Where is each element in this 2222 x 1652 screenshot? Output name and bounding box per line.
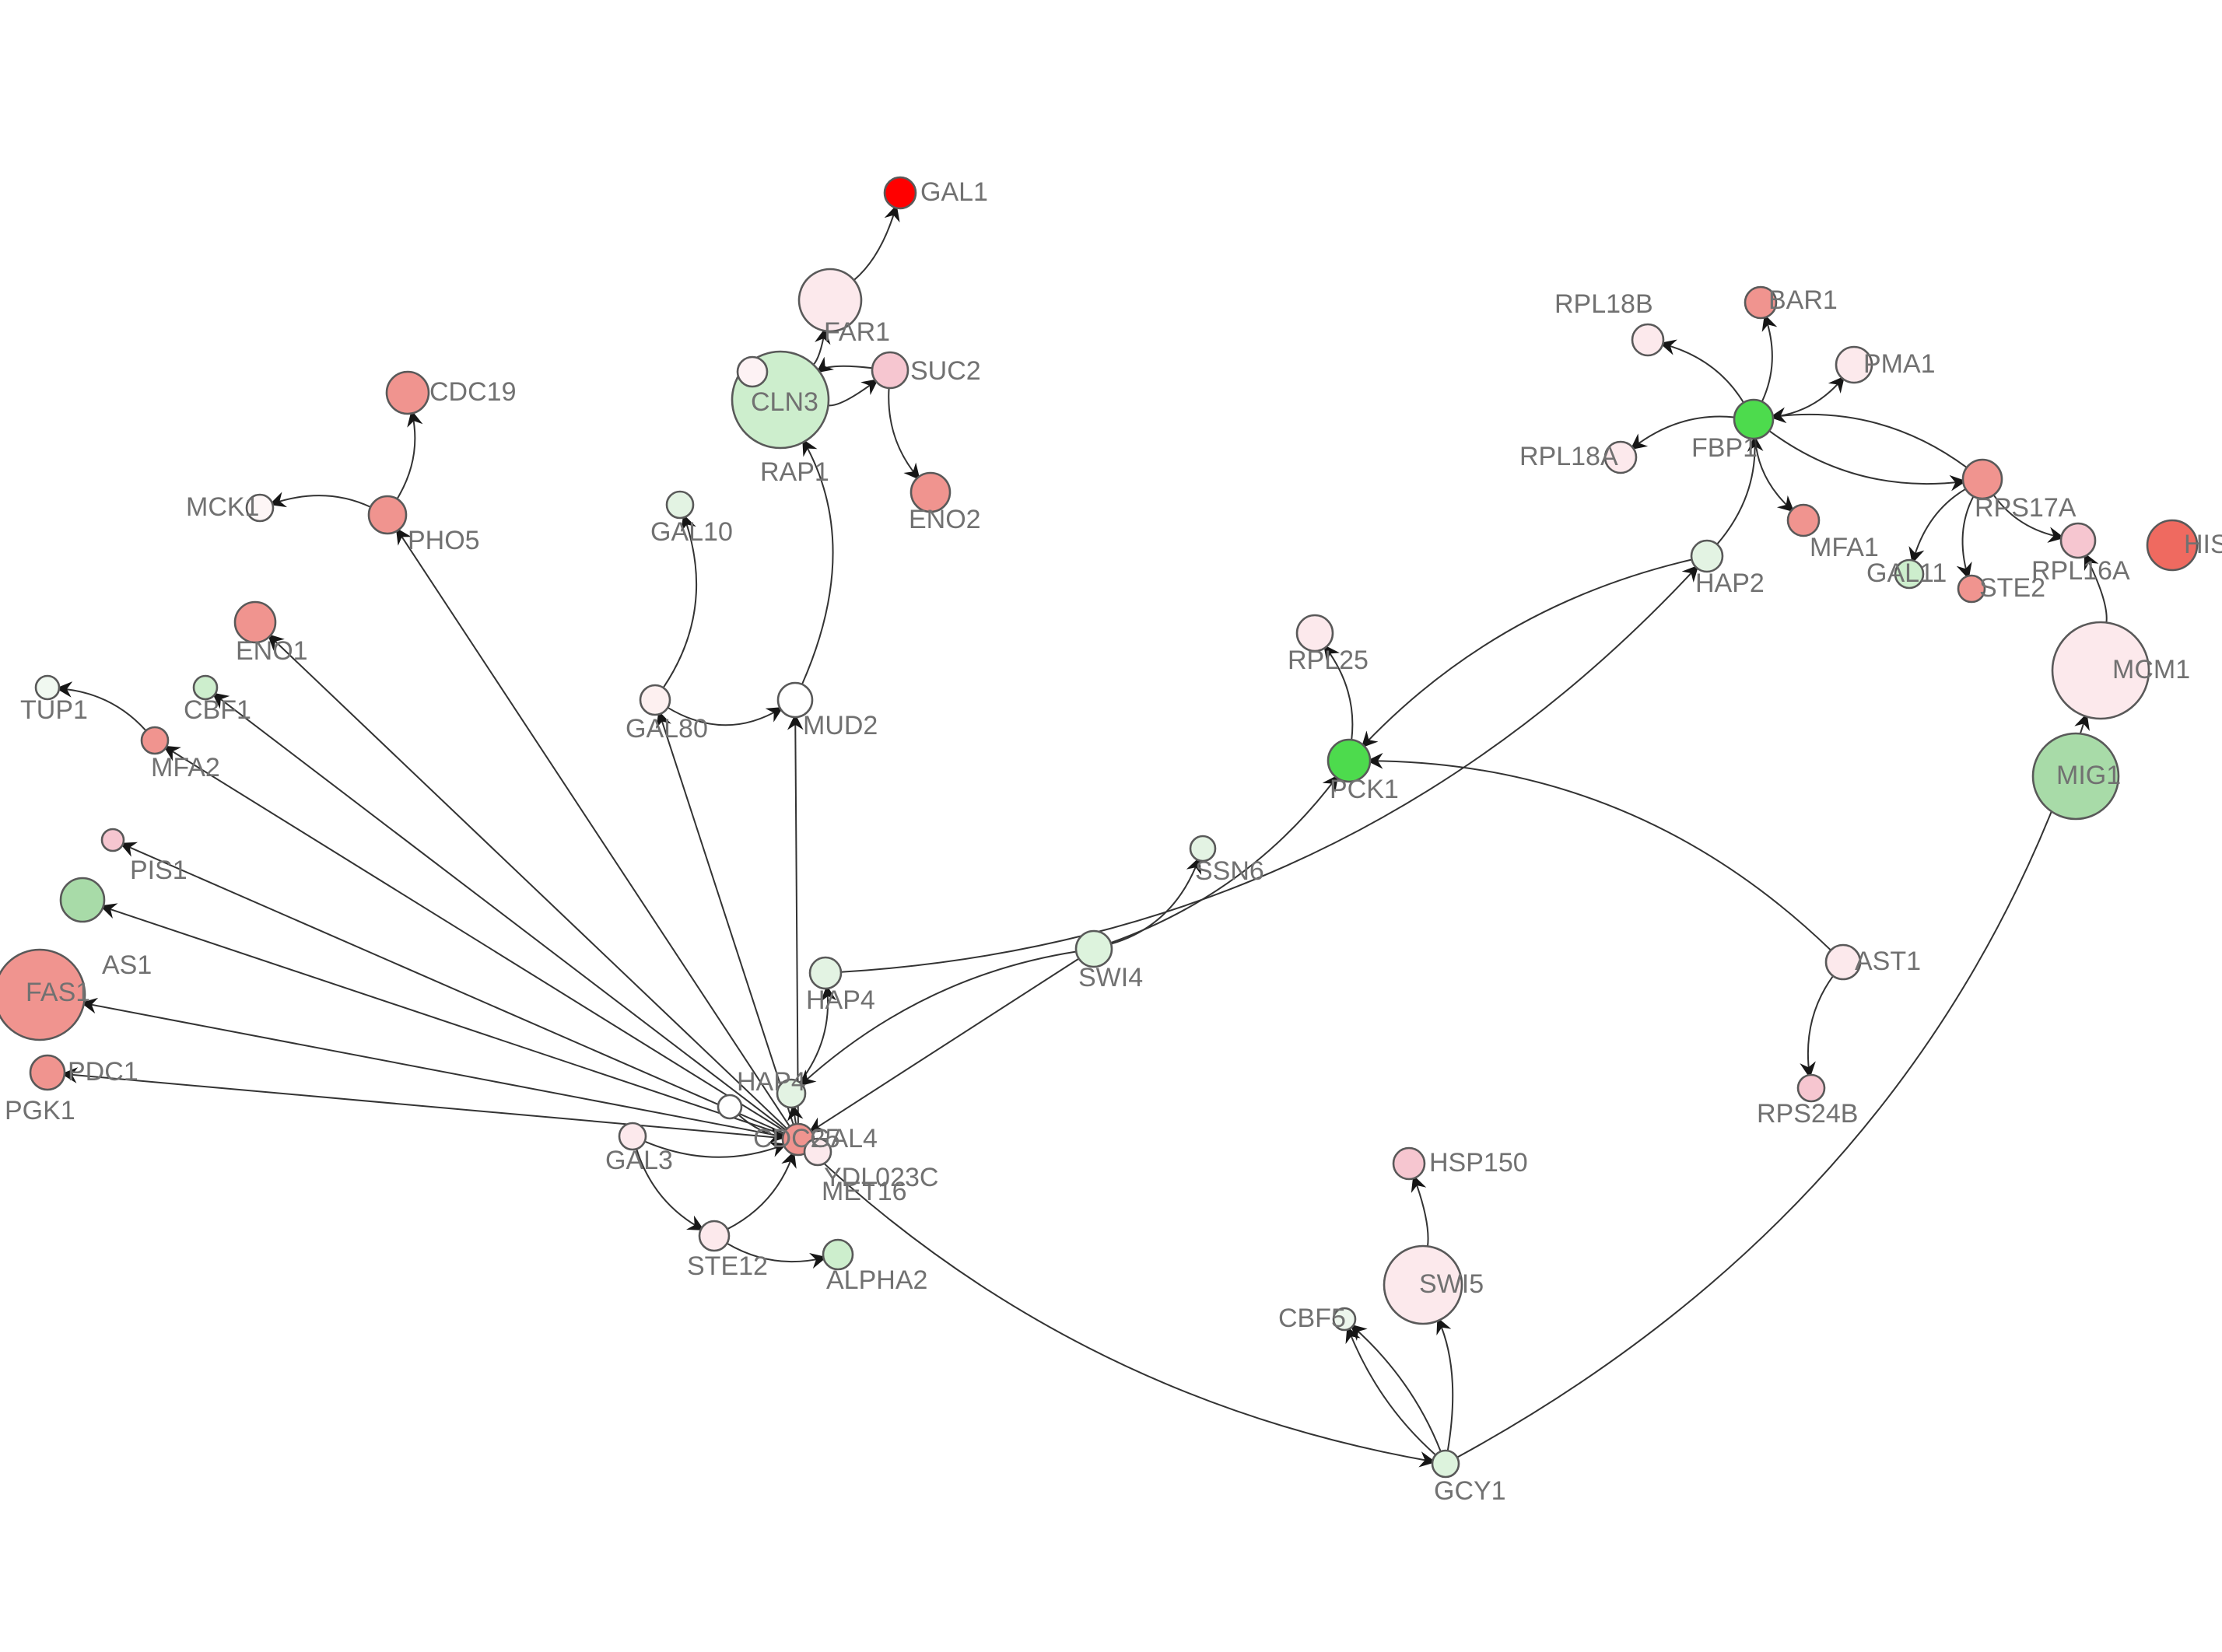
svg-text:ALPHA2: ALPHA2 xyxy=(826,1265,927,1295)
svg-text:STE12: STE12 xyxy=(687,1251,768,1281)
svg-text:RAP1: RAP1 xyxy=(760,457,829,487)
svg-text:SWI4: SWI4 xyxy=(1078,963,1143,992)
svg-text:MUD2: MUD2 xyxy=(803,711,878,740)
svg-text:ENO2: ENO2 xyxy=(909,505,981,534)
svg-text:CBF1: CBF1 xyxy=(184,695,251,725)
svg-text:GAL10: GAL10 xyxy=(650,517,733,547)
svg-text:PHO5: PHO5 xyxy=(408,526,480,555)
svg-text:HAP4: HAP4 xyxy=(806,985,875,1015)
svg-text:MET16: MET16 xyxy=(822,1177,907,1206)
svg-text:HIS4: HIS4 xyxy=(2184,530,2222,559)
svg-text:ENO1: ENO1 xyxy=(236,636,308,666)
svg-text:RPS24B: RPS24B xyxy=(1757,1099,1858,1129)
svg-text:FBP1: FBP1 xyxy=(1691,433,1758,463)
svg-text:HAP2: HAP2 xyxy=(1695,569,1765,598)
svg-text:CDC25: CDC25 xyxy=(753,1124,839,1153)
svg-text:MCK1: MCK1 xyxy=(186,492,259,522)
svg-text:AST1: AST1 xyxy=(1855,947,1921,976)
svg-text:MFA2: MFA2 xyxy=(151,753,220,782)
svg-text:PGK1: PGK1 xyxy=(5,1096,75,1125)
svg-text:RPS17A: RPS17A xyxy=(1975,493,2077,523)
svg-text:PDC1: PDC1 xyxy=(68,1057,138,1087)
svg-text:TUP1: TUP1 xyxy=(20,695,88,725)
svg-text:PIS1: PIS1 xyxy=(130,856,188,885)
svg-text:SUC2: SUC2 xyxy=(910,356,981,386)
svg-text:CDC19: CDC19 xyxy=(429,377,516,407)
svg-text:SSN6: SSN6 xyxy=(1195,856,1264,886)
svg-text:GAL80: GAL80 xyxy=(626,714,708,744)
svg-text:AS1: AS1 xyxy=(102,950,152,980)
svg-text:FAR1: FAR1 xyxy=(824,317,890,347)
svg-text:PMA1: PMA1 xyxy=(1863,349,1936,379)
svg-text:RPL25: RPL25 xyxy=(1288,646,1369,675)
svg-text:HSP150: HSP150 xyxy=(1429,1148,1528,1178)
svg-text:HAP4: HAP4 xyxy=(737,1067,806,1097)
svg-text:FAS1: FAS1 xyxy=(26,978,90,1007)
svg-text:BAR1: BAR1 xyxy=(1768,285,1838,315)
svg-text:GCY1: GCY1 xyxy=(1434,1476,1506,1506)
svg-text:CBF5: CBF5 xyxy=(1278,1304,1346,1333)
svg-text:RPL16A: RPL16A xyxy=(2031,556,2130,586)
svg-text:GAL3: GAL3 xyxy=(605,1146,673,1175)
svg-text:CLN3: CLN3 xyxy=(751,387,818,417)
svg-text:MIG1: MIG1 xyxy=(2056,761,2121,790)
svg-text:RPL18A: RPL18A xyxy=(1519,442,1618,471)
svg-text:RPL18B: RPL18B xyxy=(1554,289,1653,319)
svg-text:GAL1: GAL1 xyxy=(920,177,988,207)
svg-text:SWI5: SWI5 xyxy=(1419,1269,1484,1299)
svg-text:PCK1: PCK1 xyxy=(1330,775,1399,804)
svg-text:GAL11: GAL11 xyxy=(1866,558,1947,588)
svg-text:MCM1: MCM1 xyxy=(2112,655,2190,684)
